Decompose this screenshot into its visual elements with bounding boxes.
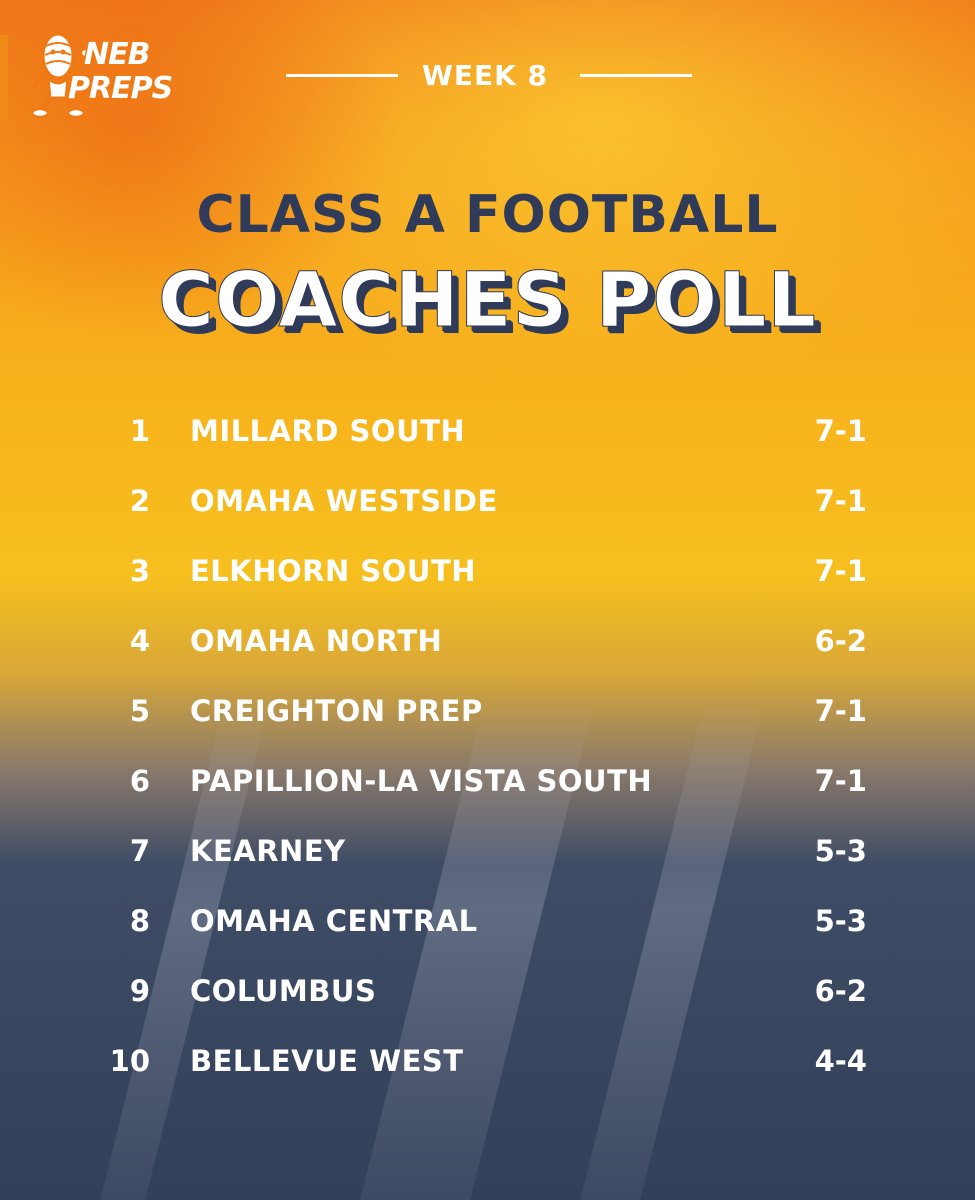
poll-rank: 7 [129, 834, 150, 868]
poll-rank: 10 [109, 1044, 150, 1078]
poll-row: 10 BELLEVUE WEST 4-4 [0, 1039, 975, 1083]
poll-team: COLUMBUS [190, 974, 377, 1008]
poll-row: 4 OMAHA NORTH 6-2 [0, 619, 975, 663]
poll-team: BELLEVUE WEST [190, 1044, 464, 1078]
poll-rank: 8 [129, 904, 150, 938]
poll-record: 6-2 [814, 974, 867, 1008]
poll-row: 7 KEARNEY 5-3 [0, 829, 975, 873]
poll-team: MILLARD SOUTH [190, 414, 466, 448]
poll-rank: 1 [129, 414, 150, 448]
poll-team: KEARNEY [190, 834, 346, 868]
poll-team: CREIGHTON PREP [190, 694, 483, 728]
divider-line-right [580, 74, 692, 77]
neb-preps-logo: NEB PREPS [28, 22, 198, 122]
poll-row: 2 OMAHA WESTSIDE 7-1 [0, 479, 975, 523]
poll-team: OMAHA WESTSIDE [190, 484, 498, 518]
poll-row: 3 ELKHORN SOUTH 7-1 [0, 549, 975, 593]
poll-rank: 3 [129, 554, 150, 588]
title-poll: COACHES POLL [158, 255, 817, 344]
divider-line-left [286, 74, 398, 77]
poll-team: PAPILLION-LA VISTA SOUTH [190, 764, 653, 798]
title-class: CLASS A FOOTBALL [196, 185, 779, 245]
poll-rank: 6 [129, 764, 150, 798]
poll-record: 7-1 [814, 764, 867, 798]
poll-team: OMAHA CENTRAL [190, 904, 478, 938]
poll-rank: 2 [129, 484, 150, 518]
poll-record: 7-1 [814, 694, 867, 728]
poll-team: ELKHORN SOUTH [190, 554, 477, 588]
poll-team: OMAHA NORTH [190, 624, 443, 658]
poll-record: 7-1 [814, 414, 867, 448]
poll-row: 9 COLUMBUS 6-2 [0, 969, 975, 1013]
poll-rank: 4 [129, 624, 150, 658]
poll-row: 5 CREIGHTON PREP 7-1 [0, 689, 975, 733]
week-header: WEEK 8 [0, 58, 975, 94]
edge-accent-bar [0, 35, 8, 120]
logo-text-neb: NEB [82, 37, 151, 72]
corn-mascot-icon [30, 32, 91, 118]
poll-row: 6 PAPILLION-LA VISTA SOUTH 7-1 [0, 759, 975, 803]
poll-rank: 5 [129, 694, 150, 728]
poll-record: 5-3 [814, 834, 867, 868]
poll-row: 8 OMAHA CENTRAL 5-3 [0, 899, 975, 943]
poll-record: 6-2 [814, 624, 867, 658]
poll-record: 7-1 [814, 484, 867, 518]
poll-record: 4-4 [814, 1044, 867, 1078]
poll-rank: 9 [129, 974, 150, 1008]
poll-record: 7-1 [814, 554, 867, 588]
poll-row: 1 MILLARD SOUTH 7-1 [0, 409, 975, 453]
logo-text-preps: PREPS [66, 71, 174, 106]
week-label: WEEK 8 [421, 59, 549, 92]
poll-record: 5-3 [814, 904, 867, 938]
